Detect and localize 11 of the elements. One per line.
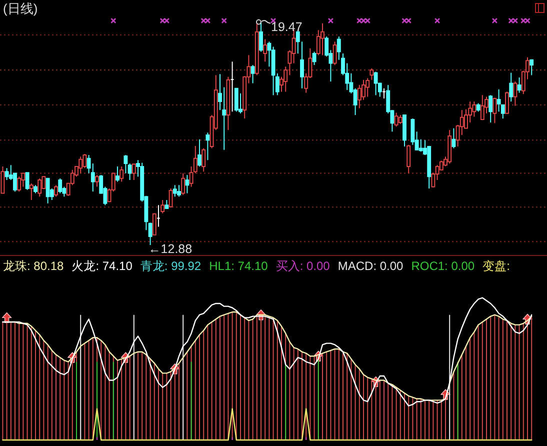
- annotation: 19.47: [271, 20, 302, 34]
- text: MACD: 0.00: [338, 259, 404, 273]
- text: HL1: 74.10: [209, 259, 268, 273]
- text: 变盘:: [482, 259, 510, 273]
- chart-title: (日线): [3, 1, 38, 16]
- annotation: ←12.88: [148, 242, 192, 256]
- legend-label: 青龙: 99.92: [140, 259, 202, 273]
- text: 买入: 0.00: [276, 259, 330, 273]
- text: 火龙: 74.10: [72, 259, 133, 273]
- legend-label: ROC1: 0.00: [411, 259, 475, 273]
- text: 龙珠: 80.18: [3, 259, 64, 273]
